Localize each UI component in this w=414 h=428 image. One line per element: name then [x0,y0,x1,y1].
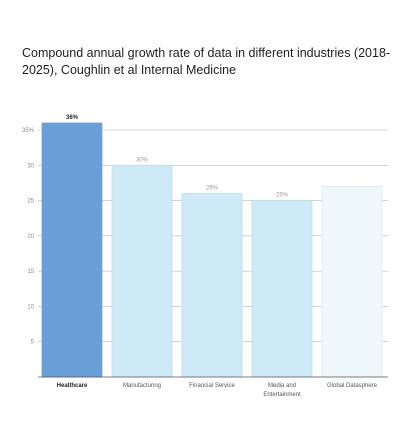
data-label: 30% [136,157,149,163]
y-tick-label: 25 [27,199,34,205]
bar [41,122,103,378]
y-tick-label: 10 [27,304,34,310]
x-tick-label: Healthcare [57,383,88,389]
data-label: 36% [66,115,79,121]
x-tick-label: Media and [268,383,296,389]
bar [181,193,243,378]
x-tick-label: Manufacturing [123,383,161,389]
x-tick-label: Global Datasphere [327,383,378,389]
data-label: 26% [206,186,219,192]
chart-title: Compound annual growth rate of data in d… [22,46,391,77]
y-tick-label: 35% [22,128,35,134]
bar [321,186,383,378]
x-tick-label: Entertainment [263,392,301,398]
y-tick-label: 5 [31,340,35,346]
bar [111,164,173,378]
y-tick-label: 30 [27,163,34,169]
x-tick-label: Financial Service [189,383,235,389]
bar [251,200,313,378]
y-tick-label: 20 [27,234,34,240]
data-label: 25% [276,193,289,199]
y-tick-label: 15 [27,269,34,275]
